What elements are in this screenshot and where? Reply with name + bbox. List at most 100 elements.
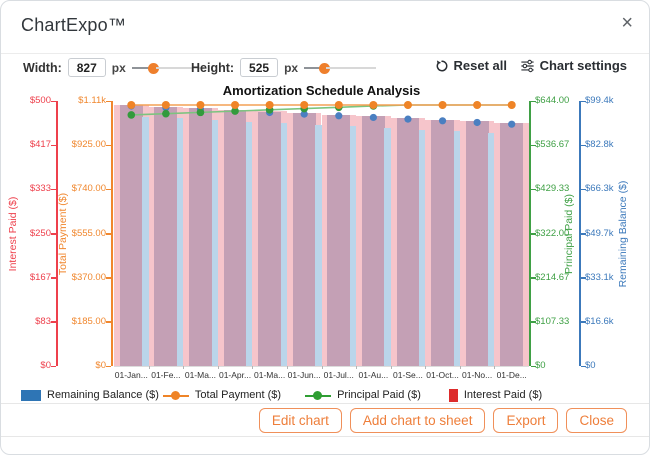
height-slider[interactable] — [304, 62, 377, 74]
principal-paid-point — [231, 107, 239, 115]
y-axis-tick-label: $925.00 — [71, 139, 106, 151]
y-axis-tick — [581, 144, 586, 147]
reset-all-button[interactable]: Reset all — [435, 58, 507, 73]
balance-bar — [500, 123, 524, 366]
balance-bar — [292, 113, 316, 366]
y-axis-tick-label: $555.00 — [71, 227, 106, 239]
y-axis-tick — [106, 365, 111, 368]
y-axis-tick-label: $322.00 — [535, 227, 570, 239]
x-axis-label: 01-Apr... — [218, 370, 252, 380]
y-axis-tick — [581, 233, 586, 235]
principal-paid-point — [127, 111, 136, 119]
y-axis-tick-label: $417 — [29, 139, 51, 151]
y-axis-tick-label: $0 — [40, 360, 51, 371]
y-axis-tick-label: $429.33 — [535, 183, 570, 195]
export-button[interactable]: Export — [493, 407, 559, 433]
legend-swatch — [448, 388, 458, 402]
height-input[interactable] — [240, 58, 279, 77]
x-axis-label: 01-Ma... — [184, 370, 217, 380]
y-axis-tick — [51, 365, 56, 368]
x-axis-label: 01-Jul... — [323, 370, 354, 380]
legend-label: Interest Paid ($) — [463, 389, 543, 401]
x-axis-tick — [356, 366, 358, 369]
balance-bar — [431, 119, 454, 366]
y-axis-title-principal: Principal Paid ($) — [563, 193, 575, 274]
legend-item: Total Payment ($) — [162, 389, 282, 401]
x-axis-label: 01-Au... — [358, 370, 389, 380]
x-axis-label: 01-Se... — [393, 370, 423, 380]
x-axis-label: 01-Fe... — [151, 370, 181, 380]
y-axis-tick-label: $99.4k — [585, 95, 614, 106]
chart-settings-button[interactable]: Chart settings — [520, 58, 627, 73]
height-label: Height: — [191, 60, 235, 75]
y-axis-tick-label: $250 — [29, 227, 51, 239]
y-axis-tick — [51, 233, 56, 235]
total-payment-point — [265, 101, 274, 109]
height-control: Height: px — [191, 58, 377, 77]
remaining-balance-point — [508, 120, 516, 128]
total-payment-point — [438, 101, 447, 109]
width-slider-thumb[interactable] — [148, 62, 160, 74]
y-axis-tick — [531, 144, 536, 147]
x-axis-tick — [494, 366, 496, 369]
x-axis-tick — [459, 366, 461, 369]
y-axis-tick-label: $0 — [95, 360, 106, 371]
chart-preview: Amortization Schedule Analysis $500 $417 $… — [1, 81, 649, 403]
total-payment-point — [127, 101, 136, 109]
y-axis-tick-label: $66.3k — [585, 183, 614, 195]
total-payment-point — [473, 101, 482, 109]
x-axis-label: 01-Jun... — [287, 370, 321, 380]
y-axis-principal — [529, 101, 531, 366]
y-axis-tick-label: $16.6k — [585, 315, 614, 327]
y-axis-tick — [51, 100, 56, 103]
total-payment-point — [300, 101, 309, 109]
y-axis-tick — [581, 188, 586, 191]
total-payment-point — [507, 101, 516, 109]
y-axis-tick — [106, 188, 111, 191]
y-axis-tick-label: $49.7k — [585, 227, 614, 239]
y-axis-tick — [51, 144, 56, 147]
y-axis-tick-label: $500 — [29, 95, 51, 106]
legend-label: Remaining Balance ($) — [47, 389, 159, 401]
legend-item: Interest Paid ($) — [448, 388, 543, 402]
legend-marker — [162, 390, 189, 400]
balance-bar — [361, 116, 385, 366]
close-button[interactable]: Close — [566, 407, 627, 433]
y-axis-tick — [51, 321, 56, 323]
legend-marker-dot — [170, 390, 180, 400]
total-payment-point — [231, 101, 240, 109]
y-axis-tick-label: $167 — [29, 271, 51, 283]
x-axis-tick — [183, 366, 185, 369]
y-axis-tick — [531, 233, 536, 235]
y-axis-tick-label: $185.00 — [71, 315, 106, 327]
y-axis-tick — [106, 144, 111, 147]
principal-paid-point — [162, 109, 170, 118]
y-axis-tick — [581, 277, 586, 279]
height-slider-thumb[interactable] — [318, 62, 330, 74]
y-axis-tick-label: $644.00 — [535, 95, 570, 106]
x-axis-label: 01-De... — [496, 370, 527, 380]
legend-label: Total Payment ($) — [194, 389, 282, 401]
width-input[interactable] — [67, 58, 106, 77]
width-slider[interactable] — [131, 62, 204, 74]
y-axis-tick-label: $0 — [585, 360, 596, 371]
add-chart-to-sheet-button[interactable]: Add chart to sheet — [349, 407, 486, 433]
x-axis-tick — [390, 366, 392, 369]
edit-chart-button[interactable]: Edit chart — [258, 407, 342, 433]
x-axis-tick — [217, 366, 219, 369]
reset-icon — [435, 59, 449, 73]
y-axis-tick — [106, 100, 111, 103]
principal-paid-line — [131, 104, 512, 116]
close-icon[interactable]: × — [621, 12, 633, 34]
balance-bar — [396, 118, 420, 366]
x-axis-tick — [321, 366, 323, 369]
remaining-balance-point — [335, 112, 343, 120]
balance-bar — [223, 109, 247, 366]
balance-bar — [465, 121, 489, 366]
y-axis-tick-label: $333 — [29, 183, 51, 195]
legend-item: Principal Paid ($) — [305, 389, 421, 401]
total-payment-point — [196, 101, 205, 109]
remaining-balance-point — [300, 110, 308, 118]
dialog-header: ChartExpo™ × — [1, 1, 649, 54]
